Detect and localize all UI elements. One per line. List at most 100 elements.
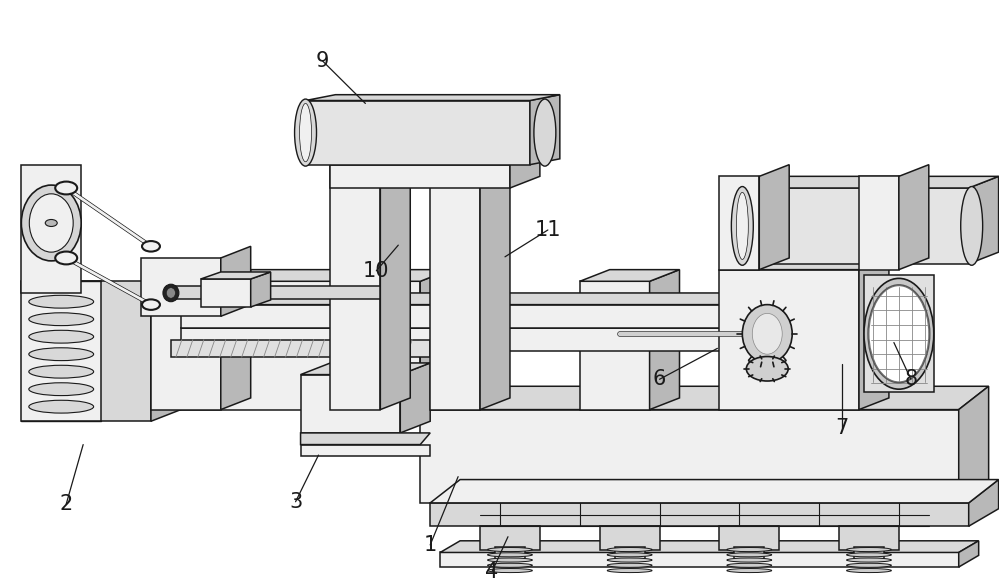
Ellipse shape bbox=[488, 568, 532, 573]
Ellipse shape bbox=[488, 563, 532, 567]
Polygon shape bbox=[21, 281, 101, 421]
Text: 1: 1 bbox=[424, 535, 437, 555]
Ellipse shape bbox=[727, 558, 772, 562]
Polygon shape bbox=[739, 176, 999, 188]
Ellipse shape bbox=[55, 182, 77, 195]
Polygon shape bbox=[251, 272, 271, 307]
Polygon shape bbox=[759, 165, 789, 270]
Text: 9: 9 bbox=[316, 51, 329, 71]
Polygon shape bbox=[580, 270, 680, 281]
Polygon shape bbox=[734, 547, 764, 561]
Ellipse shape bbox=[847, 568, 891, 573]
Ellipse shape bbox=[731, 186, 753, 265]
Polygon shape bbox=[380, 153, 410, 410]
Polygon shape bbox=[151, 270, 450, 281]
Polygon shape bbox=[181, 293, 769, 305]
Ellipse shape bbox=[45, 220, 57, 226]
Polygon shape bbox=[480, 526, 540, 550]
Polygon shape bbox=[959, 541, 979, 567]
Ellipse shape bbox=[847, 547, 891, 551]
Polygon shape bbox=[151, 281, 420, 410]
Ellipse shape bbox=[742, 305, 792, 363]
Ellipse shape bbox=[752, 314, 782, 354]
Polygon shape bbox=[739, 316, 769, 351]
Polygon shape bbox=[430, 479, 999, 503]
Polygon shape bbox=[495, 547, 525, 561]
Polygon shape bbox=[440, 553, 959, 567]
Polygon shape bbox=[330, 165, 380, 410]
Polygon shape bbox=[181, 316, 769, 328]
Ellipse shape bbox=[847, 553, 891, 557]
Polygon shape bbox=[959, 386, 989, 503]
Polygon shape bbox=[480, 153, 510, 410]
Polygon shape bbox=[420, 410, 959, 503]
Ellipse shape bbox=[736, 192, 748, 260]
Polygon shape bbox=[859, 258, 889, 410]
Ellipse shape bbox=[746, 356, 788, 381]
Polygon shape bbox=[859, 176, 899, 270]
Polygon shape bbox=[969, 479, 999, 526]
Polygon shape bbox=[969, 176, 999, 264]
Text: 8: 8 bbox=[904, 369, 917, 389]
Text: 3: 3 bbox=[289, 492, 302, 512]
Ellipse shape bbox=[21, 185, 81, 261]
Ellipse shape bbox=[961, 186, 983, 265]
Polygon shape bbox=[719, 270, 859, 410]
Ellipse shape bbox=[29, 365, 94, 378]
Ellipse shape bbox=[607, 558, 652, 562]
Ellipse shape bbox=[847, 563, 891, 567]
Polygon shape bbox=[181, 328, 739, 351]
Text: 6: 6 bbox=[653, 369, 666, 389]
Polygon shape bbox=[864, 275, 934, 392]
Polygon shape bbox=[81, 281, 151, 421]
Polygon shape bbox=[430, 503, 969, 526]
Ellipse shape bbox=[29, 400, 94, 413]
Polygon shape bbox=[21, 165, 81, 293]
Ellipse shape bbox=[607, 553, 652, 557]
Ellipse shape bbox=[295, 99, 317, 166]
Polygon shape bbox=[301, 433, 430, 445]
Polygon shape bbox=[306, 95, 560, 101]
Text: 2: 2 bbox=[60, 494, 73, 514]
Polygon shape bbox=[330, 153, 410, 165]
Polygon shape bbox=[615, 547, 645, 561]
Polygon shape bbox=[301, 374, 400, 433]
Polygon shape bbox=[739, 188, 969, 264]
Polygon shape bbox=[301, 363, 430, 374]
Ellipse shape bbox=[869, 285, 929, 382]
Polygon shape bbox=[330, 165, 510, 188]
Polygon shape bbox=[151, 270, 251, 281]
Text: 10: 10 bbox=[363, 261, 390, 281]
Polygon shape bbox=[510, 153, 540, 188]
Ellipse shape bbox=[29, 383, 94, 396]
Polygon shape bbox=[580, 281, 650, 410]
Ellipse shape bbox=[29, 331, 94, 343]
Ellipse shape bbox=[727, 563, 772, 567]
Ellipse shape bbox=[29, 194, 73, 252]
Ellipse shape bbox=[29, 347, 94, 360]
Polygon shape bbox=[221, 246, 251, 316]
Text: 4: 4 bbox=[485, 562, 499, 582]
Polygon shape bbox=[171, 340, 430, 357]
Text: 11: 11 bbox=[535, 220, 561, 240]
Polygon shape bbox=[301, 445, 430, 456]
Polygon shape bbox=[169, 286, 380, 299]
Polygon shape bbox=[739, 293, 769, 328]
Polygon shape bbox=[400, 363, 430, 433]
Ellipse shape bbox=[607, 563, 652, 567]
Polygon shape bbox=[650, 270, 680, 410]
Polygon shape bbox=[430, 165, 480, 410]
Ellipse shape bbox=[488, 547, 532, 551]
Ellipse shape bbox=[300, 104, 312, 162]
Ellipse shape bbox=[488, 558, 532, 562]
Ellipse shape bbox=[727, 553, 772, 557]
Polygon shape bbox=[221, 270, 251, 410]
Ellipse shape bbox=[607, 547, 652, 551]
Polygon shape bbox=[719, 176, 759, 270]
Ellipse shape bbox=[142, 299, 160, 310]
Text: 7: 7 bbox=[835, 418, 849, 438]
Polygon shape bbox=[600, 526, 660, 550]
Polygon shape bbox=[854, 547, 884, 561]
Polygon shape bbox=[201, 272, 271, 279]
Polygon shape bbox=[839, 526, 899, 550]
